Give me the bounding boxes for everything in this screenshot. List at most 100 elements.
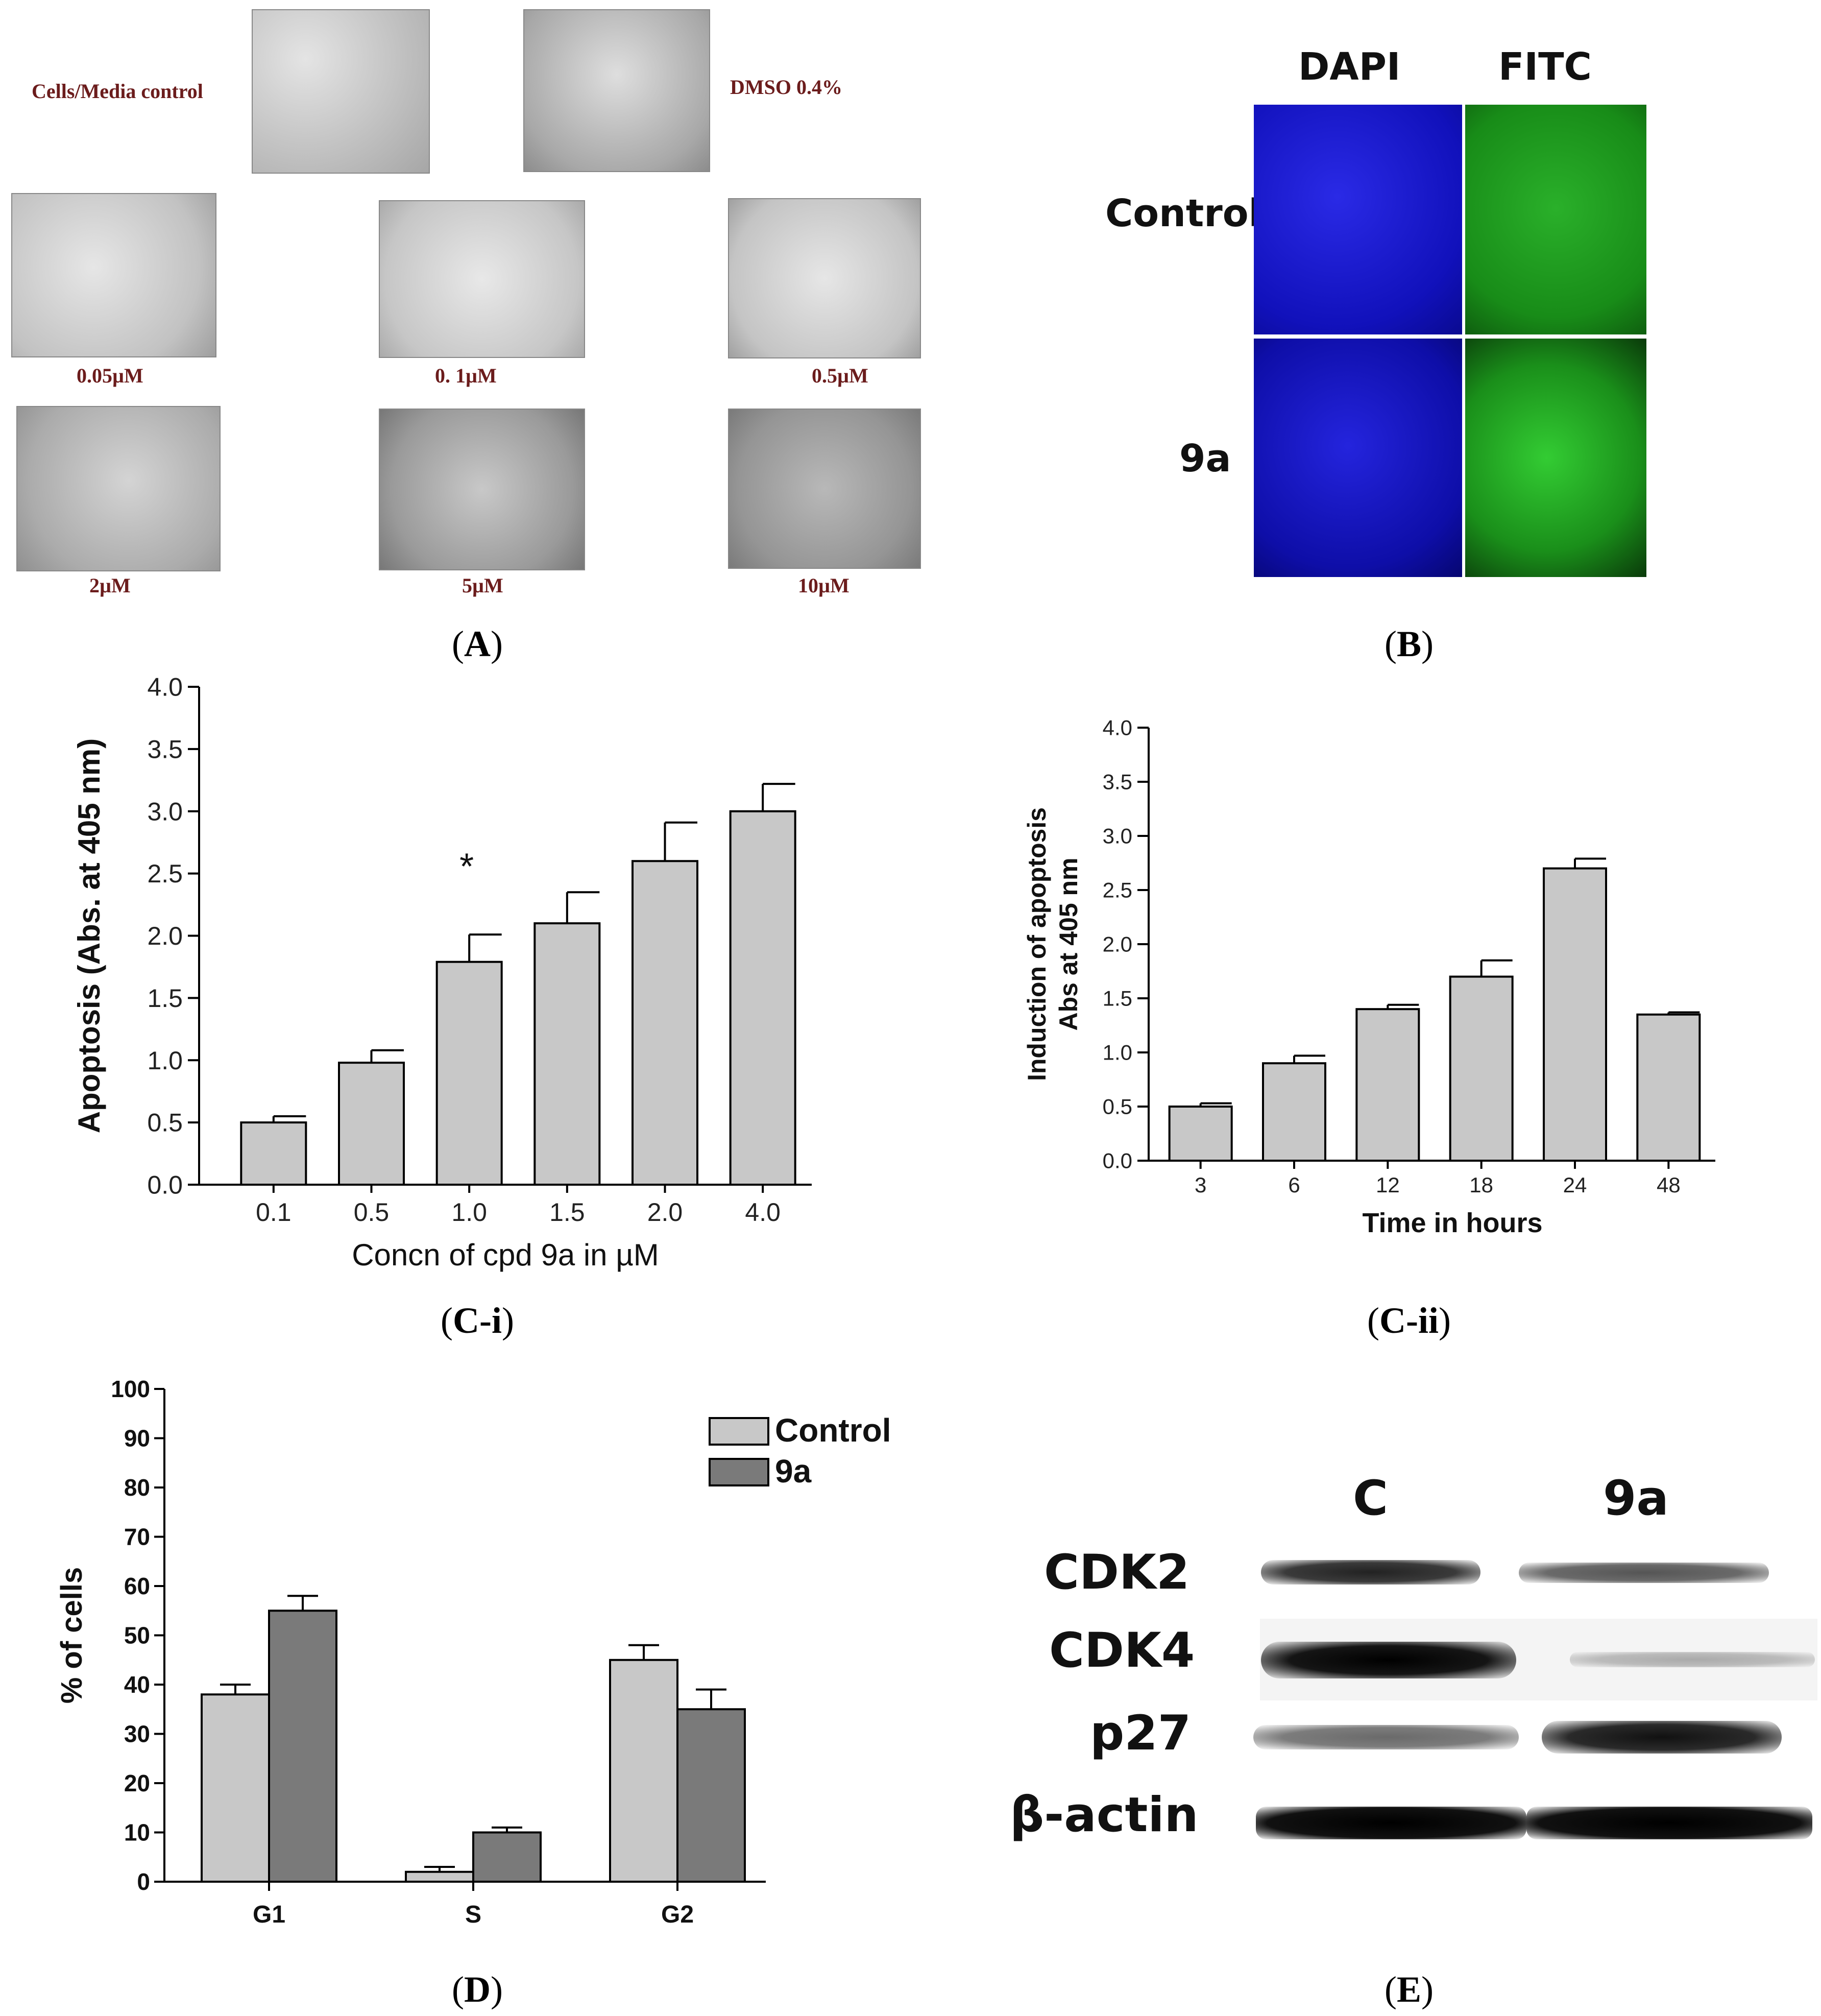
x-tick-label: 12 (1376, 1173, 1400, 1197)
y-tick-label: 1.0 (1103, 1041, 1132, 1065)
y-tick-label: 3.0 (1103, 824, 1132, 848)
bar-0.5 (338, 1062, 405, 1186)
fluor-9a-fitc (1465, 339, 1646, 577)
bar-6 (1262, 1062, 1326, 1162)
y-tick-label: 0.5 (1103, 1095, 1132, 1119)
y-tick-label: 70 (124, 1524, 150, 1550)
caption-b: (B) (1385, 623, 1434, 664)
band-cdk4-9a (1570, 1652, 1815, 1667)
bar-24 (1543, 867, 1607, 1162)
y-tick-label: 4.0 (1103, 716, 1132, 740)
legend-swatch-Control (709, 1417, 769, 1446)
bar-0.1 (240, 1121, 307, 1186)
y-tick-label: 1.5 (147, 984, 183, 1013)
band-label-cdk2: CDK2 (1044, 1545, 1190, 1600)
caption-c-ii: (C-ii) (1367, 1300, 1451, 1341)
bar-12 (1355, 1008, 1420, 1162)
y-tick-label: 60 (124, 1573, 150, 1599)
x-tick-label: G1 (253, 1901, 285, 1928)
col-header-dapi: DAPI (1298, 45, 1401, 89)
caption-c-i: (C-i) (441, 1300, 514, 1341)
legend-swatch-9a (709, 1458, 769, 1486)
bar-G1-9a (268, 1610, 337, 1883)
y-tick-label: 1.5 (1103, 987, 1132, 1011)
y-tick-label: 3.0 (147, 797, 183, 826)
x-tick-label: 18 (1469, 1173, 1493, 1197)
y-tick-label: 0.5 (147, 1109, 183, 1137)
y-tick-label: 1.0 (147, 1046, 183, 1075)
chart-cell-cycle: 0 10 20 30 40 50 60 70 80 90 100 % of cells G1 S G2 Con… (55, 1376, 891, 1928)
x-tick-label: 0.5 (354, 1198, 390, 1227)
lane-label-c: C (1353, 1471, 1388, 1526)
row-label-9a: 9a (1179, 437, 1231, 481)
bar-18 (1449, 975, 1514, 1162)
label-conc-1: 0. 1µM (435, 364, 497, 387)
y-axis-label: % of cells (55, 1567, 88, 1704)
col-header-fitc: FITC (1498, 45, 1592, 89)
y-tick-label: 0 (137, 1868, 150, 1895)
legend-label-9a: 9a (775, 1453, 812, 1490)
row-label-control: Control (1105, 191, 1261, 235)
fluor-control-fitc (1465, 105, 1646, 334)
bar-2.0 (632, 860, 698, 1186)
bar-G2-Control (609, 1659, 678, 1883)
x-tick-label: 2.0 (647, 1198, 683, 1227)
label-dmso: DMSO 0.4% (730, 76, 842, 99)
y-tick-label: 2.0 (1103, 932, 1132, 956)
band-label-cdk4: CDK4 (1049, 1623, 1195, 1678)
band-p27-control (1253, 1725, 1519, 1749)
x-tick-label: 24 (1563, 1173, 1587, 1197)
y-tick-label: 50 (124, 1622, 150, 1649)
y-tick-label: 2.5 (147, 859, 183, 888)
y-tick-label: 10 (124, 1819, 150, 1846)
band-beta-actin-control (1256, 1807, 1526, 1839)
bar-S-9a (472, 1831, 542, 1883)
bar-3 (1168, 1106, 1233, 1162)
micrograph-0-05uM (11, 193, 216, 357)
y-tick-label: 30 (124, 1721, 150, 1747)
chart-apoptosis-by-concentration: 0.0 0.5 1.0 1.5 2.0 2.5 3.0 3.5 4.0 0.1 0.5 1.0 1.5 2… (72, 673, 812, 1272)
micrograph-0-5uM (728, 198, 921, 358)
x-tick-label: 1.0 (451, 1198, 487, 1227)
bar-1.5 (533, 922, 601, 1186)
label-conc-4: 5µM (462, 574, 503, 597)
y-axis-label: Apoptosis (Abs. at 405 nm) (72, 738, 106, 1133)
caption-a: (A) (452, 623, 503, 664)
y-tick-label: 20 (124, 1770, 150, 1796)
micrograph-dmso (523, 9, 710, 172)
band-label-p27: p27 (1090, 1706, 1192, 1761)
band-p27-9a (1542, 1721, 1782, 1754)
lane-label-9a: 9a (1603, 1471, 1669, 1526)
micrograph-10uM (728, 409, 921, 569)
y-tick-label: 4.0 (147, 673, 183, 702)
y-tick-label: 90 (124, 1425, 150, 1452)
band-cdk2-9a (1519, 1563, 1769, 1583)
x-tick-label: S (465, 1901, 481, 1928)
caption-e: (E) (1385, 1969, 1434, 2010)
legend-label-Control: Control (775, 1412, 891, 1449)
band-label-beta-actin: β-actin (1010, 1787, 1199, 1843)
y-axis-label-line1: Induction of apoptosis (1023, 807, 1051, 1081)
x-tick-label: 6 (1288, 1173, 1300, 1197)
x-tick-label: 0.1 (256, 1198, 292, 1227)
micrograph-0-1uM (379, 200, 585, 358)
label-conc-5: 10µM (798, 574, 849, 597)
x-axis-label: Concn of cpd 9a in µM (352, 1238, 659, 1272)
y-tick-label: 2.5 (1103, 878, 1132, 902)
micrograph-2uM (16, 406, 221, 571)
label-conc-2: 0.5µM (812, 364, 868, 387)
x-tick-label: G2 (661, 1901, 694, 1928)
x-tick-label: 4.0 (745, 1198, 781, 1227)
bar-1.0 (435, 961, 503, 1186)
bar-4.0 (729, 810, 796, 1186)
y-tick-label: 3.5 (147, 735, 183, 763)
x-tick-label: 1.5 (549, 1198, 585, 1227)
y-tick-label: 0.0 (1103, 1149, 1132, 1173)
chart-apoptosis-by-time: 0.0 0.5 1.0 1.5 2.0 2.5 3.0 3.5 4.0 3 6 12 18 24 48 Tim… (1023, 716, 1715, 1238)
y-tick-label: 3.5 (1103, 770, 1132, 794)
label-cells-media-control: Cells/Media control (32, 80, 203, 103)
x-axis-label: Time in hours (1362, 1208, 1542, 1238)
bar-48 (1636, 1013, 1701, 1162)
micrograph-5uM (379, 409, 585, 570)
y-tick-label: 0.0 (147, 1171, 183, 1199)
